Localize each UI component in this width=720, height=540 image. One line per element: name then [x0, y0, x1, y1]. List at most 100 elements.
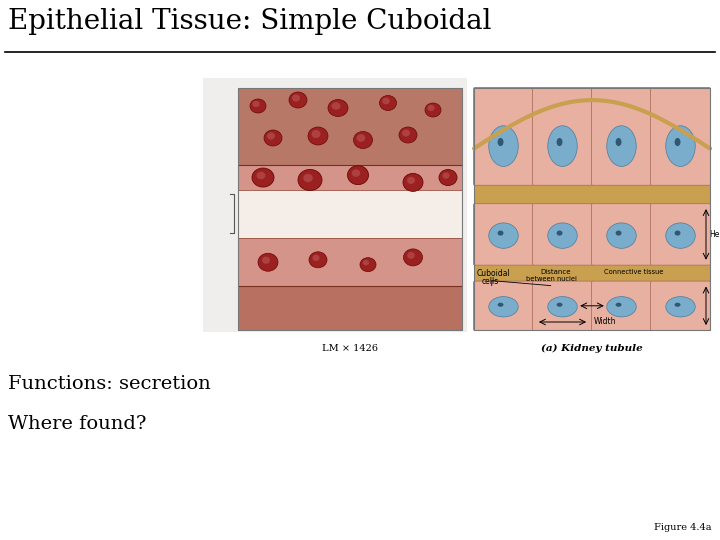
Bar	[238, 190, 462, 238]
Text: cells: cells	[482, 276, 499, 286]
Ellipse shape	[557, 138, 562, 146]
Ellipse shape	[348, 166, 369, 185]
Ellipse shape	[489, 296, 518, 317]
Text: Figure 4.4a: Figure 4.4a	[654, 523, 712, 532]
Ellipse shape	[252, 168, 274, 187]
FancyBboxPatch shape	[650, 204, 711, 265]
Ellipse shape	[289, 92, 307, 108]
FancyBboxPatch shape	[474, 87, 534, 185]
Ellipse shape	[675, 303, 680, 307]
Ellipse shape	[403, 173, 423, 191]
Bar	[474, 281, 710, 330]
Ellipse shape	[356, 134, 365, 142]
Bar	[238, 88, 462, 330]
Text: Distance: Distance	[540, 269, 570, 275]
Ellipse shape	[616, 231, 621, 235]
Bar	[474, 185, 710, 204]
FancyBboxPatch shape	[533, 204, 593, 265]
FancyBboxPatch shape	[474, 281, 534, 330]
Ellipse shape	[666, 296, 696, 317]
Ellipse shape	[557, 231, 562, 235]
Ellipse shape	[675, 138, 680, 146]
Ellipse shape	[607, 126, 636, 166]
Bar	[474, 88, 710, 330]
Ellipse shape	[256, 172, 266, 179]
Ellipse shape	[312, 255, 320, 261]
Ellipse shape	[498, 231, 503, 235]
Bar	[203, 78, 467, 332]
Ellipse shape	[360, 258, 376, 272]
Ellipse shape	[328, 99, 348, 117]
Text: Epithelial Tissue: Simple Cuboidal: Epithelial Tissue: Simple Cuboidal	[8, 8, 492, 35]
Ellipse shape	[442, 172, 449, 179]
Bar	[474, 265, 710, 281]
Ellipse shape	[309, 252, 327, 268]
Ellipse shape	[548, 126, 577, 166]
Ellipse shape	[403, 249, 423, 266]
FancyBboxPatch shape	[650, 281, 711, 330]
Ellipse shape	[425, 103, 441, 117]
FancyBboxPatch shape	[533, 281, 593, 330]
FancyBboxPatch shape	[592, 87, 652, 185]
Ellipse shape	[666, 223, 696, 248]
Ellipse shape	[428, 105, 435, 111]
Text: Functions: secretion: Functions: secretion	[8, 375, 211, 393]
Bar	[238, 165, 462, 219]
Ellipse shape	[354, 132, 372, 148]
Ellipse shape	[607, 223, 636, 248]
Ellipse shape	[548, 296, 577, 317]
FancyBboxPatch shape	[474, 204, 534, 265]
Bar	[474, 204, 710, 265]
Bar	[238, 88, 462, 165]
Ellipse shape	[489, 223, 518, 248]
Ellipse shape	[399, 127, 417, 143]
FancyBboxPatch shape	[650, 87, 711, 185]
Text: Width: Width	[594, 318, 616, 327]
FancyBboxPatch shape	[533, 87, 593, 185]
Text: Where found?: Where found?	[8, 415, 146, 433]
Ellipse shape	[379, 96, 397, 111]
Ellipse shape	[402, 130, 410, 137]
Bar	[238, 88, 462, 330]
Text: (a) Kidney tubule: (a) Kidney tubule	[541, 344, 643, 353]
Ellipse shape	[258, 253, 278, 271]
Ellipse shape	[548, 223, 577, 248]
Text: between nuclei: between nuclei	[526, 275, 577, 282]
Ellipse shape	[498, 303, 503, 307]
Text: Cuboidal: Cuboidal	[477, 269, 510, 278]
Ellipse shape	[498, 138, 503, 146]
Bar	[238, 286, 462, 330]
Ellipse shape	[308, 127, 328, 145]
Ellipse shape	[267, 132, 275, 140]
Text: Height: Height	[709, 230, 720, 239]
Ellipse shape	[262, 256, 270, 264]
Bar	[238, 238, 462, 286]
Ellipse shape	[382, 98, 390, 104]
Ellipse shape	[363, 260, 369, 266]
Ellipse shape	[607, 296, 636, 317]
Ellipse shape	[616, 303, 621, 307]
Ellipse shape	[489, 126, 518, 166]
Ellipse shape	[666, 126, 696, 166]
Ellipse shape	[439, 170, 457, 186]
Ellipse shape	[408, 252, 415, 259]
Ellipse shape	[253, 101, 260, 107]
Ellipse shape	[292, 94, 300, 102]
Ellipse shape	[303, 174, 312, 182]
Text: LM × 1426: LM × 1426	[322, 344, 378, 353]
Ellipse shape	[352, 170, 360, 177]
Ellipse shape	[557, 303, 562, 307]
Ellipse shape	[407, 177, 415, 184]
Ellipse shape	[298, 170, 322, 191]
Bar	[474, 88, 710, 185]
Ellipse shape	[675, 231, 680, 235]
FancyBboxPatch shape	[592, 204, 652, 265]
FancyBboxPatch shape	[592, 281, 652, 330]
Ellipse shape	[331, 102, 341, 110]
Ellipse shape	[312, 130, 320, 138]
Ellipse shape	[250, 99, 266, 113]
Text: Connective tissue: Connective tissue	[604, 269, 663, 275]
Ellipse shape	[616, 138, 621, 146]
Ellipse shape	[264, 130, 282, 146]
Bar	[474, 88, 710, 330]
